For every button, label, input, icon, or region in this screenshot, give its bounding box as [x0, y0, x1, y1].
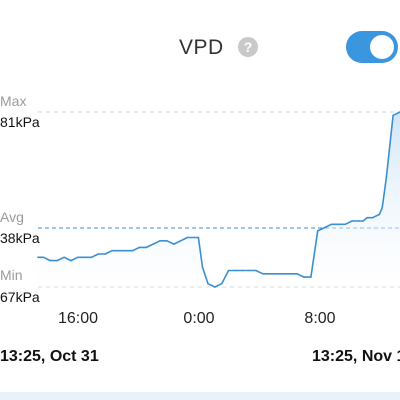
data-point [323, 226, 326, 229]
data-point [362, 220, 364, 222]
data-point [131, 249, 134, 252]
data-point [77, 256, 79, 259]
x-tick-label: 16:00 [57, 310, 99, 327]
data-point [316, 230, 319, 232]
data-point [227, 269, 230, 272]
data-point [37, 256, 39, 259]
data-point [207, 282, 209, 285]
data-point [201, 266, 204, 269]
max-value: 81kPa [0, 114, 40, 130]
avg-value: 38kPa [0, 230, 40, 246]
data-point [234, 269, 237, 272]
data-point [371, 216, 374, 219]
data-point [358, 220, 360, 222]
data-point [344, 223, 347, 226]
data-point [152, 243, 154, 245]
data-point [179, 240, 182, 242]
data-point [378, 213, 381, 216]
data-point [186, 236, 189, 239]
vpd-toggle[interactable] [346, 31, 398, 63]
vpd-area [38, 112, 400, 300]
data-point [104, 253, 106, 255]
min-value: 67kPa [0, 289, 40, 305]
data-point [173, 243, 175, 245]
data-point [125, 249, 127, 252]
range-end: 13:25, Nov 1 [312, 348, 400, 365]
data-point [214, 286, 216, 288]
data-point [42, 256, 45, 259]
max-caption: Max [0, 93, 27, 109]
x-tick-label: 0:00 [183, 310, 215, 327]
data-point [303, 276, 305, 278]
data-point [97, 253, 100, 255]
data-point [392, 114, 394, 117]
data-point [197, 236, 200, 239]
data-point [296, 273, 299, 275]
data-point [255, 269, 257, 272]
x-tick-label: 8:00 [304, 310, 336, 327]
data-point [220, 282, 223, 285]
data-point [351, 220, 353, 222]
data-point [145, 246, 148, 249]
data-point [268, 273, 271, 275]
data-point [159, 240, 161, 242]
data-point [366, 216, 368, 219]
page-title: VPD [179, 36, 224, 59]
data-point [193, 236, 196, 239]
toggle-knob [370, 35, 394, 59]
data-point [262, 273, 264, 275]
footer-bar [0, 392, 400, 400]
data-point [63, 256, 65, 259]
data-point [248, 269, 250, 272]
question-mark-icon[interactable]: ? [238, 37, 258, 57]
data-point [381, 207, 384, 209]
data-point [241, 269, 244, 272]
data-point [282, 273, 285, 275]
data-point [330, 223, 333, 226]
data-point [310, 276, 312, 278]
data-point [83, 256, 86, 259]
data-point [111, 249, 113, 252]
avg-caption: Avg [0, 209, 24, 225]
data-point [56, 259, 58, 262]
data-point [138, 246, 141, 249]
data-point [275, 273, 278, 275]
data-point [289, 273, 292, 275]
data-point [337, 223, 340, 226]
data-point [118, 249, 120, 252]
data-point [166, 240, 168, 242]
data-point [385, 177, 388, 179]
data-point [49, 259, 52, 262]
data-point [70, 259, 72, 262]
range-start: 13:25, Oct 31 [0, 348, 99, 365]
min-caption: Min [0, 267, 23, 283]
data-point [90, 256, 93, 259]
